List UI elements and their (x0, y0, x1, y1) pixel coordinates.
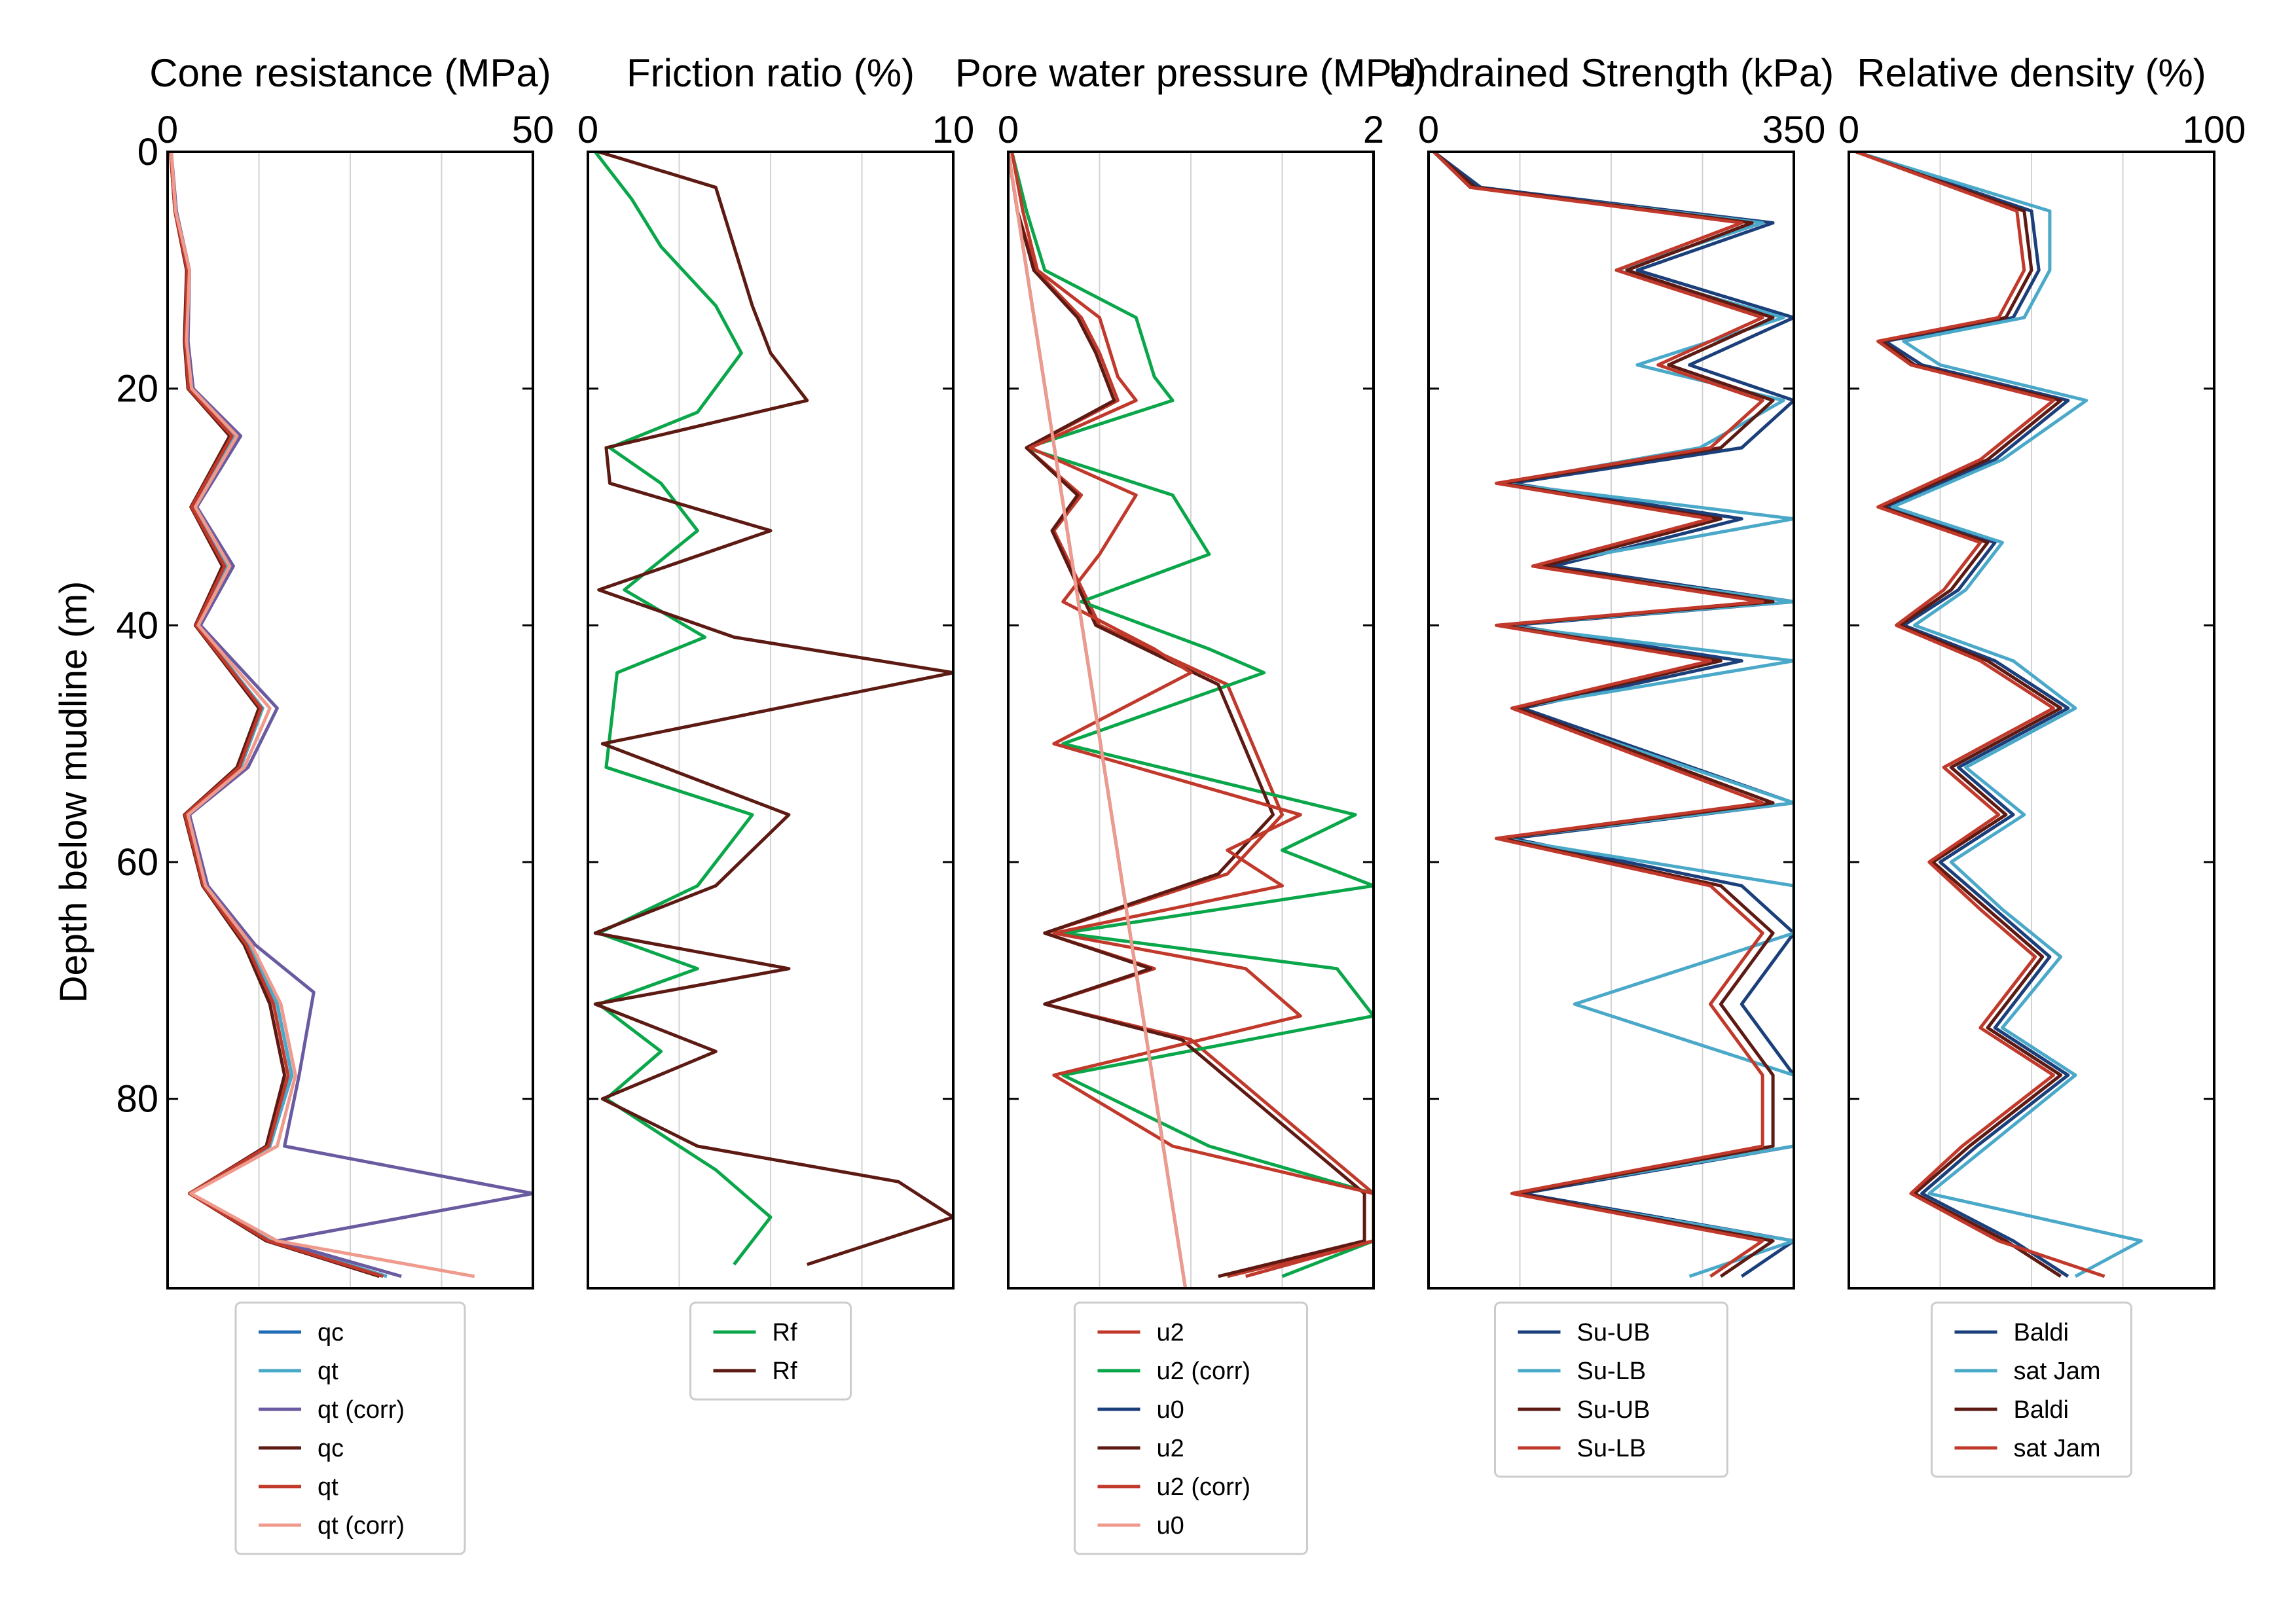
x-tick-label: 10 (932, 109, 975, 151)
x-tick-label: 2 (1363, 109, 1384, 151)
x-tick-label: 0 (1838, 109, 1859, 151)
panel-4: 0 350 Undrained Strength (kPa) (1389, 51, 1834, 1290)
x-tick-label: 0 (157, 109, 178, 151)
legend-label: qt (318, 1473, 338, 1501)
panel-frame (587, 151, 955, 1290)
panels-layer: 0 50 Cone resistance (MPa) 0 10 Friction rati… (149, 51, 2246, 1290)
legend-label: qt (corr) (318, 1396, 405, 1424)
series-line-4 (1432, 152, 1764, 1278)
legends-layer: qc qt qt (corr) qc qt qt (corr) Rf Rf u2 u2 (corr… (234, 1301, 2132, 1555)
legend-frame (1931, 1301, 2132, 1478)
legend-label: u2 (corr) (1157, 1358, 1251, 1385)
legend-frame (1074, 1301, 1308, 1555)
panel-title: Friction ratio (%) (627, 51, 915, 95)
legend-label: Baldi (2014, 1396, 2069, 1424)
panel-2: 0 10 Friction ratio (%) (577, 51, 975, 1290)
panel-title: Cone resistance (MPa) (149, 51, 551, 95)
legend-label: Rf (773, 1358, 797, 1385)
depth-axis-label: Depth below mudline (m) (52, 581, 95, 1003)
legend-label: Baldi (2014, 1319, 2069, 1346)
series-line-4 (1008, 152, 1366, 1278)
x-tick-label: 0 (998, 109, 1019, 151)
legend-label: u2 (corr) (1157, 1473, 1251, 1501)
panel-5: 0 100 Relative density (%) (1838, 51, 2246, 1290)
legend-label: u2 (1157, 1319, 1184, 1346)
legend-label: sat Jam (2014, 1435, 2101, 1462)
legend-label: qt (corr) (318, 1512, 405, 1540)
y-tick-label: 20 (116, 368, 158, 410)
legend-label: Su-LB (1577, 1358, 1647, 1385)
series-line-6 (1008, 152, 1188, 1288)
legend-label: qc (318, 1435, 344, 1462)
series-line-5 (169, 152, 384, 1278)
legend-panel-5: Baldi sat Jam Baldi sat Jam (1931, 1301, 2132, 1478)
panel-frame (166, 151, 534, 1290)
series-line-1 (594, 152, 773, 1266)
panel-title: Pore water pressure (MPa) (955, 51, 1427, 95)
legend-label: Su-UB (1577, 1396, 1650, 1424)
legend-label: u0 (1157, 1512, 1184, 1540)
series-line-6 (170, 152, 475, 1278)
legend-label: u0 (1157, 1396, 1184, 1424)
legend-panel-1: qc qt qt (corr) qc qt qt (corr) (234, 1301, 466, 1555)
legend-label: u2 (1157, 1435, 1184, 1462)
x-tick-label: 100 (2183, 109, 2246, 151)
y-tick-label: 0 (137, 131, 158, 173)
x-tick-label: 0 (1418, 109, 1439, 151)
panel-frame (1427, 151, 1795, 1290)
panel-frame (1007, 151, 1375, 1290)
y-tick-label: 80 (116, 1078, 158, 1121)
series-line-2 (593, 152, 953, 1267)
panel-title: Relative density (%) (1857, 51, 2206, 95)
x-tick-label: 0 (577, 109, 598, 151)
x-tick-label: 350 (1762, 109, 1826, 151)
legend-frame (1494, 1301, 1728, 1478)
legend-panel-2: Rf Rf (689, 1301, 852, 1401)
legend-frame (689, 1301, 852, 1401)
legend-panel-3: u2 u2 (corr) u0 u2 u2 (corr) u0 (1074, 1301, 1308, 1555)
legend-frame (234, 1301, 466, 1555)
panel-frame (1848, 151, 2215, 1290)
panel-3: 0 2 Pore water pressure (MPa) (955, 51, 1427, 1290)
legend-label: qt (318, 1358, 338, 1385)
x-tick-label: 50 (512, 109, 555, 151)
panel-title: Undrained Strength (kPa) (1389, 51, 1834, 95)
series-line-5 (1010, 152, 1374, 1278)
legend-label: Su-UB (1577, 1319, 1650, 1346)
series-line-2 (1010, 152, 1374, 1278)
y-tick-label: 60 (116, 841, 158, 884)
series-line-4 (1855, 152, 2105, 1278)
legend-panel-4: Su-UB Su-LB Su-UB Su-LB (1494, 1301, 1728, 1478)
y-tick-label: 40 (116, 604, 158, 647)
legend-label: Rf (773, 1319, 797, 1346)
series-line-2 (1855, 152, 2143, 1278)
panel-1: 0 50 Cone resistance (MPa) (149, 51, 555, 1290)
depth-axis: Depth below mudline (m) 0 20 40 60 80 (52, 131, 158, 1121)
legend-label: Su-LB (1577, 1435, 1647, 1462)
legend-label: sat Jam (2014, 1358, 2101, 1385)
legend-label: qc (318, 1319, 344, 1346)
